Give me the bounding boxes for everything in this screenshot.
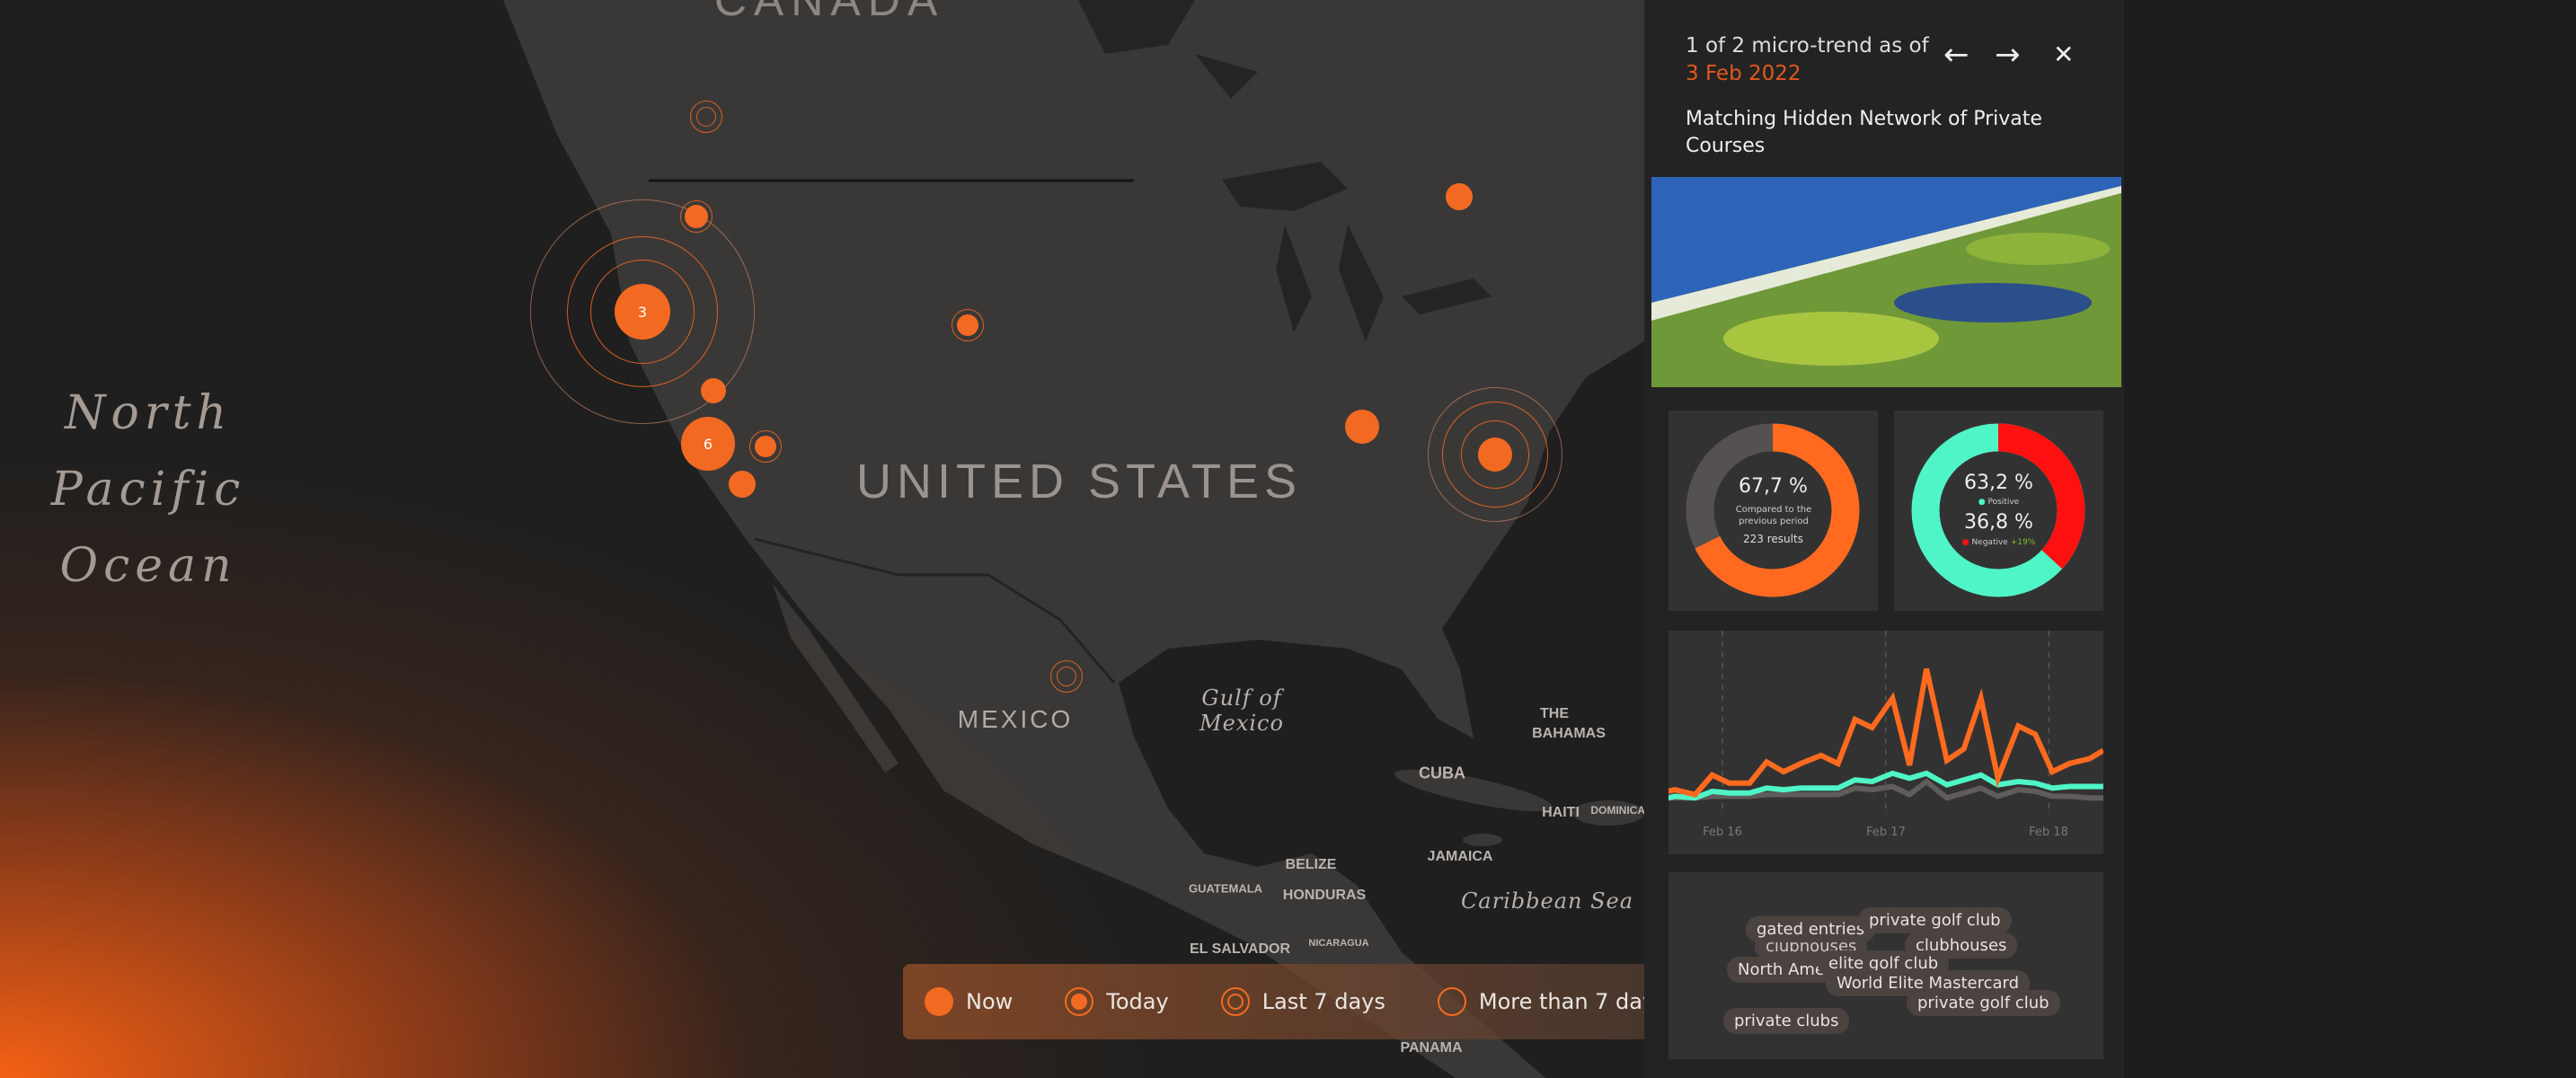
series-line: [1669, 778, 2103, 801]
negative-caption: Negative: [1971, 538, 2008, 547]
legend-label: Last 7 days: [1261, 989, 1385, 1014]
marker-now[interactable]: [729, 471, 756, 498]
sentiment-donut-card: 63,2 % ● Positive 36,8 % ● Negative +19%: [1894, 411, 2103, 611]
trend-counter: 1 of 2 micro-trend as of: [1686, 34, 1929, 57]
next-arrow-icon[interactable]: →: [1995, 37, 2021, 73]
marker-ring: [1461, 420, 1529, 489]
label-panama: PANAMA: [1400, 1040, 1463, 1056]
label-bahamas: BAHAMAS: [1532, 726, 1606, 741]
ringed-dot-icon: [1065, 987, 1094, 1016]
label-the: THE: [1540, 706, 1569, 721]
golf-course-image: [1651, 177, 2121, 387]
volume-donut-card: 67,7 % Compared to the previous period 2…: [1669, 411, 1878, 611]
marker-dot: [957, 314, 978, 336]
volume-caption: Compared to the previous period: [1735, 505, 1812, 526]
label-canada: CANADA: [713, 0, 945, 25]
keyword-tag[interactable]: private clubs: [1723, 1008, 1850, 1034]
label-mexico: MEXICO: [957, 705, 1074, 733]
marker-last-7-days[interactable]: [1050, 660, 1083, 693]
donut-value-segment: [1686, 423, 1860, 597]
jamaica-island: [1463, 834, 1502, 846]
ring-icon: [1437, 987, 1466, 1016]
legend-label: Now: [966, 989, 1014, 1014]
marker-today[interactable]: [952, 309, 984, 341]
label-honduras: HONDURAS: [1282, 888, 1367, 903]
cluster-marker[interactable]: 6: [681, 417, 735, 471]
map-legend: Now Today Last 7 days More than 7 days a…: [903, 964, 1713, 1039]
marker-now[interactable]: [1446, 183, 1473, 210]
trend-title: Matching Hidden Network of Private Cours…: [1686, 108, 2042, 157]
marker-now[interactable]: [1345, 410, 1379, 444]
label-nicaragua: NICARAGUA: [1308, 938, 1369, 949]
keyword-tag[interactable]: clubhouses: [1905, 932, 2018, 959]
micro-trend-panel: 1 of 2 micro-trend as of 3 Feb 2022 ← → …: [1644, 0, 2124, 1078]
legend-item-today[interactable]: Today: [1065, 987, 1169, 1016]
label-united-states: UNITED STATES: [855, 455, 1303, 508]
positive-caption: Positive: [1987, 498, 2020, 507]
label-el-salvador: EL SALVADOR: [1189, 941, 1291, 957]
positive-percent: 63,2 %: [1964, 472, 2033, 494]
marker-ring: [1442, 402, 1548, 508]
volume-percent: 67,7 %: [1739, 475, 1808, 498]
label-dominican: DOMINICAN: [1590, 804, 1653, 817]
marker-now[interactable]: [701, 378, 726, 403]
keyword-tag[interactable]: gated entries: [1746, 916, 1876, 942]
label-gulf-1: Gulf of: [1201, 685, 1282, 711]
marker-ring: [590, 260, 695, 364]
label-ocean-3: Ocean: [59, 539, 237, 593]
results-count: 223 results: [1743, 533, 1803, 545]
background-right: [2124, 0, 2576, 1078]
marker-outer-ring: [1428, 387, 1562, 522]
trend-line-chart: Feb 16 Feb 17 Feb 18: [1669, 631, 2103, 854]
trend-date: 3 Feb 2022: [1686, 62, 1801, 85]
label-ocean-2: Pacific: [50, 463, 246, 517]
close-icon[interactable]: ✕: [2053, 40, 2075, 69]
marker-today[interactable]: [680, 200, 713, 233]
keyword-cloud: clubhouses gated entries private golf cl…: [1669, 872, 2103, 1059]
marker-dot: [685, 205, 708, 228]
negative-change: +19%: [2010, 538, 2036, 547]
cluster-marker[interactable]: 3: [615, 284, 670, 340]
positive-dot-icon: ●: [1978, 498, 1988, 507]
series-line: [1669, 770, 2103, 801]
marker-ring: [1057, 667, 1076, 686]
label-guatemala: GUATEMALA: [1188, 881, 1263, 896]
marker-today[interactable]: [749, 430, 782, 463]
x-tick-label: Feb 16: [1703, 826, 1742, 839]
marker-ring: [567, 236, 718, 387]
negative-legend: ● Negative +19%: [1894, 538, 2103, 547]
x-tick-label: Feb 17: [1866, 826, 1906, 839]
marker-last-7-days[interactable]: [690, 101, 722, 133]
x-tick-label: Feb 18: [2029, 826, 2068, 839]
negative-dot-icon: ●: [1961, 538, 1972, 547]
negative-percent: 36,8 %: [1964, 511, 2033, 534]
label-caribbean-sea: Caribbean Sea: [1460, 888, 1634, 914]
label-cuba: CUBA: [1419, 764, 1465, 782]
label-gulf-2: Mexico: [1199, 711, 1284, 736]
double-ring-icon: [1220, 987, 1250, 1016]
filled-dot-icon: [925, 987, 953, 1016]
marker-now[interactable]: [1478, 437, 1512, 472]
label-ocean-1: North: [64, 386, 233, 440]
trend-header: 1 of 2 micro-trend as of 3 Feb 2022: [1686, 32, 1929, 88]
donut-negative-segment: [1911, 423, 2085, 597]
legend-item-last-7-days[interactable]: Last 7 days: [1220, 987, 1385, 1016]
label-haiti: HAITI: [1542, 805, 1580, 820]
positive-legend: ● Positive: [1894, 498, 2103, 507]
prev-arrow-icon[interactable]: ←: [1943, 37, 1970, 73]
label-jamaica: JAMAICA: [1427, 849, 1493, 864]
marker-ring: [696, 107, 716, 127]
keyword-tag[interactable]: private golf club: [1907, 990, 2060, 1016]
keyword-tag[interactable]: private golf club: [1858, 907, 2012, 933]
marker-outer-ring: [530, 199, 755, 424]
legend-item-now[interactable]: Now: [925, 987, 1013, 1016]
series-line: [1669, 667, 2103, 798]
legend-label: Today: [1106, 989, 1169, 1014]
marker-dot: [755, 436, 776, 457]
label-belize: BELIZE: [1285, 857, 1337, 872]
